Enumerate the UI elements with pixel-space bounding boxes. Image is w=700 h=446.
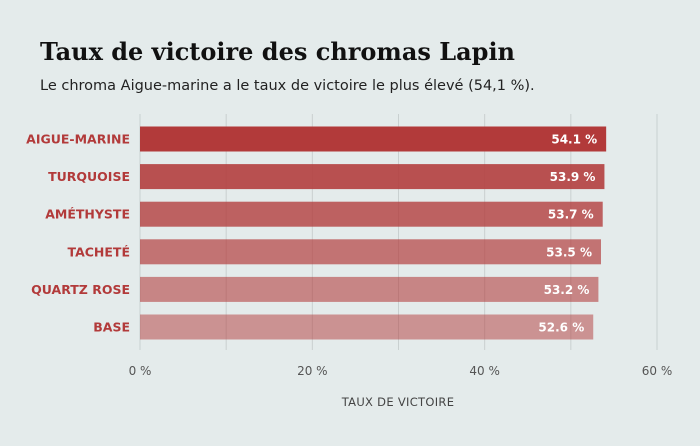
- labels: 0 % 20 % 40 % 60 % AIGUE-MARINE 54.1 % TURQUOI…: [26, 132, 672, 379]
- x-tick-label: 40 %: [469, 364, 500, 378]
- bar: [140, 201, 603, 227]
- category-label: TACHETÉ: [68, 244, 130, 259]
- value-label: 53.5 %: [546, 245, 592, 259]
- x-axis-title: TAUX DE VICTOIRE: [341, 395, 455, 409]
- x-tick-label: 60 %: [642, 364, 673, 378]
- category-label: TURQUOISE: [48, 169, 130, 184]
- category-label: AIGUE-MARINE: [26, 132, 130, 147]
- bar: [140, 239, 601, 265]
- category-label: AMÉTHYSTE: [45, 207, 130, 222]
- bars: [140, 126, 607, 340]
- chart-subtitle: Le chroma Aigue-marine a le taux de vict…: [40, 78, 535, 94]
- gridlines: [139, 114, 658, 350]
- value-label: 53.2 %: [544, 283, 590, 297]
- x-tick-label: 0 %: [129, 364, 152, 378]
- value-label: 53.7 %: [548, 208, 594, 222]
- bar: [140, 276, 599, 302]
- bar: [140, 164, 605, 190]
- value-label: 52.6 %: [538, 321, 584, 335]
- bar: [140, 126, 607, 152]
- x-tick-label: 20 %: [297, 364, 328, 378]
- category-label: QUARTZ ROSE: [31, 282, 130, 297]
- value-label: 54.1 %: [551, 133, 597, 147]
- value-label: 53.9 %: [550, 170, 596, 184]
- chart-title: Taux de victoire des chromas Lapin: [40, 37, 515, 66]
- category-label: BASE: [93, 320, 130, 335]
- bar: [140, 314, 594, 340]
